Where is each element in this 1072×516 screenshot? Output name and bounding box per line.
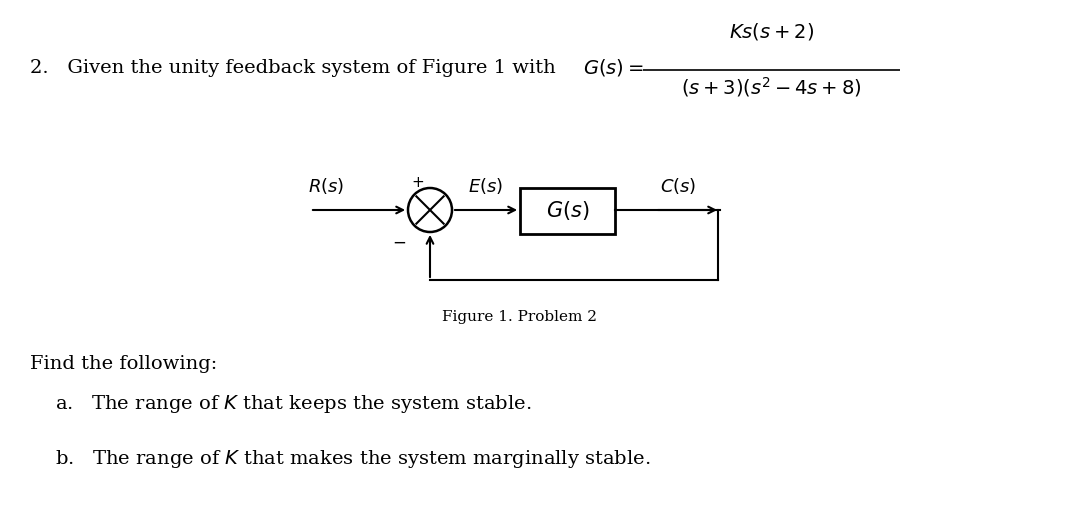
Text: $+$: $+$: [411, 176, 425, 190]
Text: $Ks(s+2)$: $Ks(s+2)$: [729, 21, 814, 42]
Text: $E(s)$: $E(s)$: [468, 176, 504, 196]
Text: Figure 1. Problem 2: Figure 1. Problem 2: [443, 310, 597, 324]
Text: 2.   Given the unity feedback system of Figure 1 with: 2. Given the unity feedback system of Fi…: [30, 59, 555, 77]
Text: b.   The range of $K$ that makes the system marginally stable.: b. The range of $K$ that makes the syste…: [55, 448, 651, 470]
Text: $C(s)$: $C(s)$: [660, 176, 697, 196]
Text: $G(s) =$: $G(s) =$: [583, 57, 643, 78]
Text: $-$: $-$: [392, 234, 406, 251]
Text: Find the following:: Find the following:: [30, 355, 218, 373]
Text: $G(s)$: $G(s)$: [546, 200, 590, 222]
Text: $(s+3)(s^2-4s+8)$: $(s+3)(s^2-4s+8)$: [682, 75, 862, 99]
Bar: [520, 188, 615, 234]
Text: $R(s)$: $R(s)$: [308, 176, 344, 196]
Text: a.   The range of $K$ that keeps the system stable.: a. The range of $K$ that keeps the syste…: [55, 393, 532, 415]
